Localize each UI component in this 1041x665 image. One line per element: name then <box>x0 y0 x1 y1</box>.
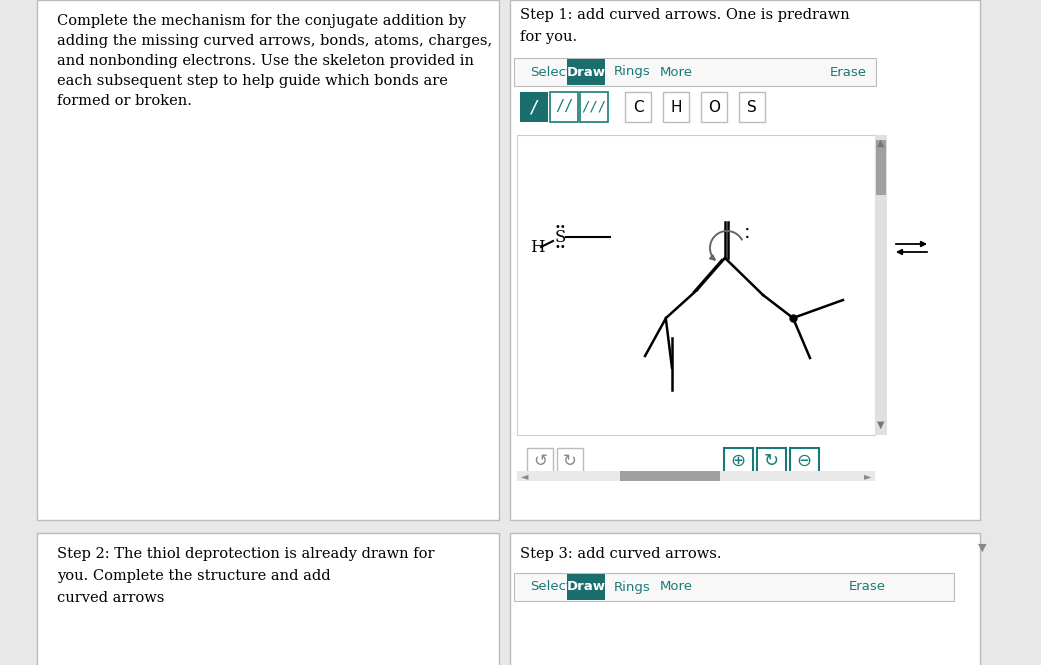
Text: H: H <box>670 100 682 114</box>
Bar <box>550 92 578 122</box>
Bar <box>701 92 727 122</box>
Text: ▼: ▼ <box>977 543 986 553</box>
Bar <box>514 573 954 601</box>
Bar <box>567 59 605 85</box>
Text: Step 3: add curved arrows.: Step 3: add curved arrows. <box>520 547 721 561</box>
Text: More: More <box>660 65 693 78</box>
Text: for you.: for you. <box>520 30 577 44</box>
Text: each subsequent step to help guide which bonds are: each subsequent step to help guide which… <box>57 74 448 88</box>
Text: adding the missing curved arrows, bonds, atoms, charges,: adding the missing curved arrows, bonds,… <box>57 34 492 48</box>
Text: ••: •• <box>554 222 566 232</box>
Bar <box>875 135 887 435</box>
Bar <box>520 92 548 122</box>
Bar <box>37 533 499 665</box>
Bar <box>723 448 753 474</box>
Text: ⊕: ⊕ <box>731 452 745 470</box>
Bar <box>790 448 819 474</box>
Text: Erase: Erase <box>849 581 886 593</box>
Text: Rings: Rings <box>614 65 651 78</box>
Bar <box>620 471 720 481</box>
Bar <box>514 58 875 86</box>
Text: ►: ► <box>863 471 871 481</box>
Text: you. Complete the structure and add: you. Complete the structure and add <box>57 569 331 583</box>
Text: ⊖: ⊖ <box>796 452 812 470</box>
Text: Select: Select <box>530 65 572 78</box>
Text: ▲: ▲ <box>878 138 885 148</box>
Bar <box>625 92 651 122</box>
Text: More: More <box>660 581 693 593</box>
Text: ↻: ↻ <box>763 452 779 470</box>
Bar <box>580 92 608 122</box>
Text: Step 2: The thiol deprotection is already drawn for: Step 2: The thiol deprotection is alread… <box>57 547 434 561</box>
Text: /: / <box>529 98 539 116</box>
Text: ••: •• <box>554 242 566 252</box>
Text: C: C <box>633 100 643 114</box>
Text: H: H <box>530 239 544 255</box>
Text: Complete the mechanism for the conjugate addition by: Complete the mechanism for the conjugate… <box>57 14 466 28</box>
Text: O: O <box>708 100 720 114</box>
Text: ///: /// <box>582 100 607 114</box>
Text: Draw: Draw <box>566 65 606 78</box>
Text: ▼: ▼ <box>878 420 885 430</box>
Bar <box>739 92 765 122</box>
Bar <box>757 448 786 474</box>
Text: Draw: Draw <box>566 581 606 593</box>
Text: Select: Select <box>530 581 572 593</box>
Text: ↻: ↻ <box>563 452 577 470</box>
Text: Step 1: add curved arrows. One is predrawn: Step 1: add curved arrows. One is predra… <box>520 8 849 22</box>
Text: Rings: Rings <box>614 581 651 593</box>
Text: S: S <box>747 100 757 114</box>
Text: :: : <box>744 223 751 243</box>
Text: ◄: ◄ <box>520 471 529 481</box>
Text: and nonbonding electrons. Use the skeleton provided in: and nonbonding electrons. Use the skelet… <box>57 54 474 68</box>
Text: formed or broken.: formed or broken. <box>57 94 192 108</box>
Bar <box>510 533 980 665</box>
Text: ↺: ↺ <box>533 452 547 470</box>
Bar <box>557 448 583 474</box>
Bar <box>663 92 689 122</box>
Text: //: // <box>555 100 574 114</box>
Bar <box>510 0 980 520</box>
Text: curved arrows: curved arrows <box>57 591 164 605</box>
Text: Erase: Erase <box>830 65 867 78</box>
Bar <box>875 140 886 195</box>
Bar <box>527 448 553 474</box>
Bar <box>517 135 875 435</box>
Bar <box>567 574 605 600</box>
Text: S: S <box>554 229 565 245</box>
Bar <box>37 0 499 520</box>
Bar <box>517 471 875 481</box>
